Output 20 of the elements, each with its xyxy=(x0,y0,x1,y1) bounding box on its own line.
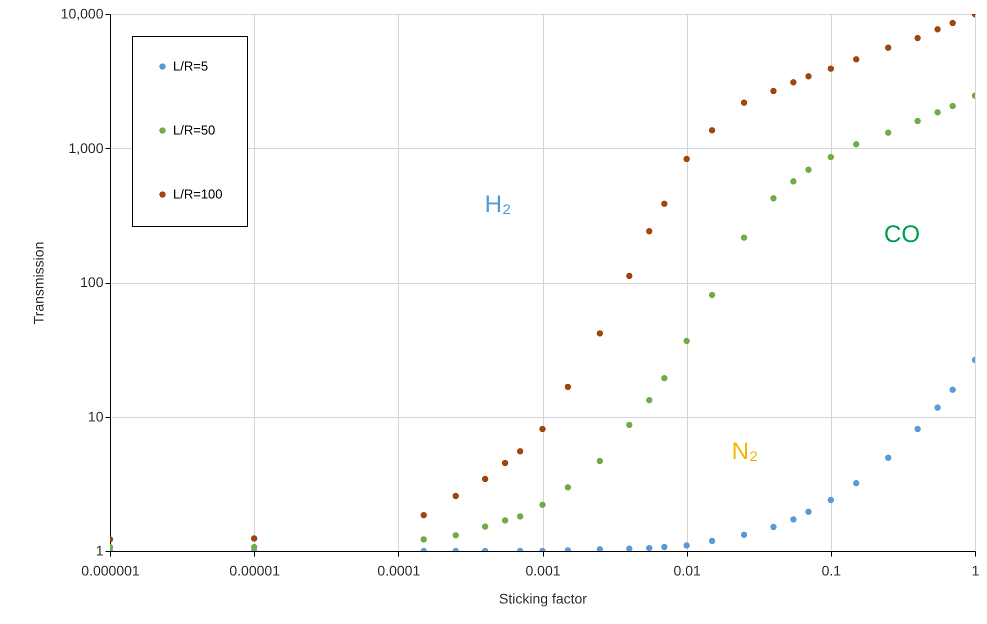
y-tick-label: 1 xyxy=(96,542,104,558)
legend-label: L/R=5 xyxy=(173,58,208,74)
legend-label: L/R=50 xyxy=(173,122,216,138)
x-tick-label: 0.1 xyxy=(822,562,842,578)
x-tick-label: 1 xyxy=(972,562,980,578)
x-tick-label: 0.001 xyxy=(525,562,561,578)
y-tick-label: 100 xyxy=(80,274,104,290)
y-tick-label: 10,000 xyxy=(60,6,104,22)
x-tick-label: 0.000001 xyxy=(81,562,140,578)
annotation: CO xyxy=(884,221,920,248)
x-tick-label: 0.0001 xyxy=(377,562,420,578)
y-tick-label: 1,000 xyxy=(68,140,104,156)
annotation: H₂ xyxy=(484,191,512,218)
y-tick-label: 10 xyxy=(88,408,104,424)
x-tick-label: 0.01 xyxy=(674,562,702,578)
x-axis-title: Sticking factor xyxy=(499,590,588,606)
y-axis-title: Transmission xyxy=(30,242,47,324)
legend-label: L/R=100 xyxy=(173,186,223,202)
annotation: N₂ xyxy=(732,438,758,465)
x-tick-label: 0.00001 xyxy=(229,562,280,578)
